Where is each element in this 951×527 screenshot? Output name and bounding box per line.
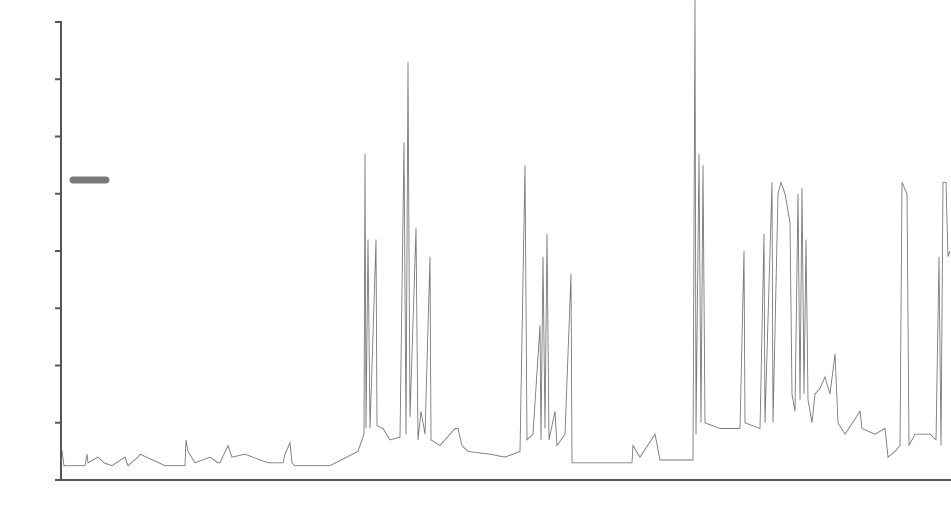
line-series — [61, 0, 951, 467]
